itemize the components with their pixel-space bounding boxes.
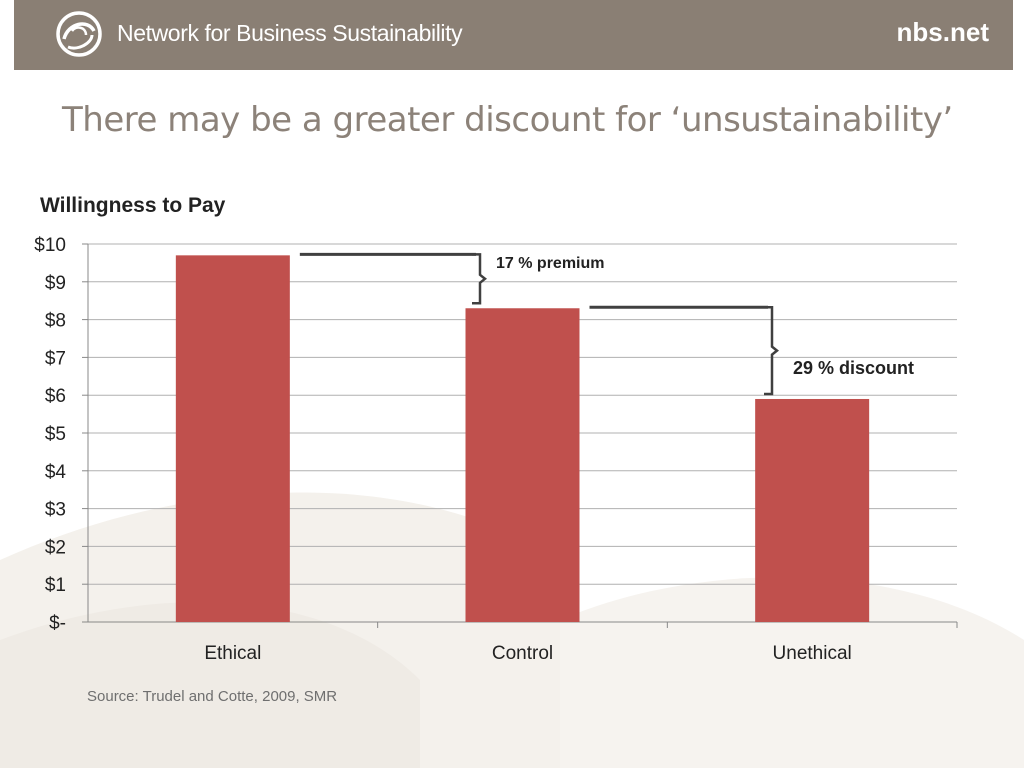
annotation-label: 17 % premium bbox=[496, 255, 604, 272]
y-tick-label: $5 bbox=[45, 424, 66, 445]
annotation-bracket bbox=[764, 306, 780, 396]
bar-ethical bbox=[175, 255, 290, 622]
annotation-label: 29 % discount bbox=[793, 358, 914, 378]
y-tick-label: $- bbox=[49, 613, 66, 634]
annotation-bracket bbox=[472, 253, 488, 305]
y-tick-label: $8 bbox=[45, 311, 66, 332]
x-tick-label: Unethical bbox=[773, 643, 852, 664]
y-tick-label: $4 bbox=[45, 462, 67, 483]
x-tick-label: Ethical bbox=[204, 643, 261, 664]
chart-title: Willingness to Pay bbox=[40, 194, 226, 217]
y-tick-label: $7 bbox=[45, 348, 66, 369]
nbs-logo-icon bbox=[56, 11, 102, 57]
org-name: Network for Business Sustainability bbox=[117, 20, 463, 46]
y-tick-label: $6 bbox=[45, 386, 66, 407]
y-tick-label: $9 bbox=[45, 273, 66, 294]
bar-unethical bbox=[755, 398, 870, 622]
bar-control bbox=[465, 308, 580, 622]
header-bar: Network for Business Sustainability nbs.… bbox=[14, 0, 1013, 70]
y-tick-label: $10 bbox=[34, 235, 66, 256]
site-link[interactable]: nbs.net bbox=[896, 17, 989, 47]
source-note: Source: Trudel and Cotte, 2009, SMR bbox=[87, 688, 338, 705]
y-tick-label: $2 bbox=[45, 537, 66, 558]
x-tick-label: Control bbox=[492, 643, 553, 664]
slide-title: There may be a greater discount for ‘uns… bbox=[62, 100, 953, 140]
y-tick-label: $1 bbox=[45, 575, 66, 596]
y-tick-label: $3 bbox=[45, 500, 66, 521]
